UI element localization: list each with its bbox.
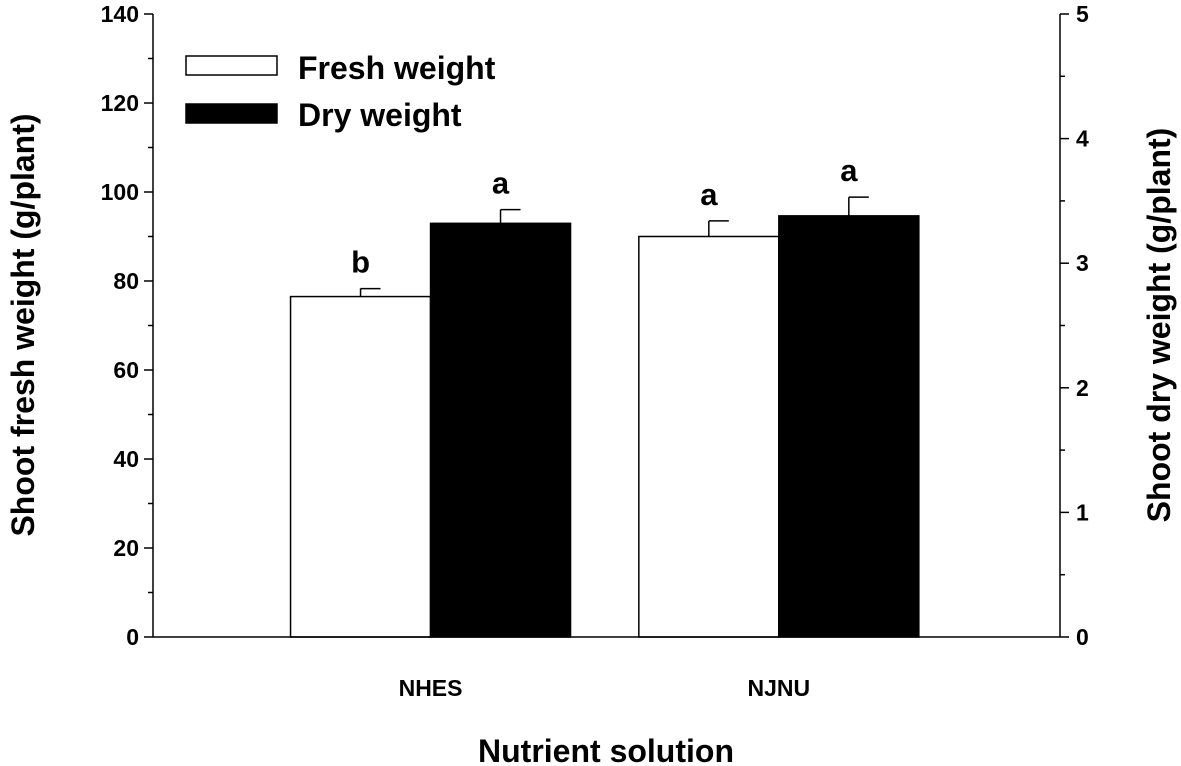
- y-axis-title-right: Shoot dry weight (g/plant): [1141, 128, 1177, 523]
- significance-letter: a: [492, 166, 510, 201]
- ticks-layer: 0 20 40 60 80 100 120 140 0 1 2 3 4 5: [101, 1, 1089, 650]
- y-tick-label-right: 1: [1076, 499, 1089, 525]
- significance-letter: b: [351, 245, 370, 280]
- legend-label-fresh-weight: Fresh weight: [298, 50, 496, 86]
- bar: [638, 235, 780, 638]
- y-tick-label-left: 0: [126, 624, 139, 650]
- bar: [289, 295, 432, 638]
- x-tick-label: NJNU: [748, 675, 811, 701]
- y-tick-label-left: 20: [113, 535, 139, 561]
- y-tick-label-right: 4: [1076, 126, 1089, 152]
- legend-swatch-dry-weight: [185, 103, 278, 124]
- y-tick-label-right: 3: [1076, 250, 1089, 276]
- bar: [778, 215, 920, 638]
- legend: Fresh weight Dry weight: [185, 50, 496, 133]
- y-tick-label-right: 5: [1076, 1, 1089, 27]
- axes-layer: [152, 14, 1061, 638]
- y-tick-label-right: 0: [1076, 624, 1089, 650]
- x-axis-title: Nutrient solution: [478, 733, 734, 766]
- y-tick-label-left: 80: [113, 268, 139, 294]
- significance-letter: a: [700, 177, 718, 212]
- x-tick-label: NHES: [399, 675, 463, 701]
- legend-label-dry-weight: Dry weight: [298, 97, 462, 133]
- y-tick-label-right: 2: [1076, 375, 1089, 401]
- y-tick-label-left: 60: [113, 357, 139, 383]
- y-tick-label-left: 120: [101, 90, 139, 116]
- significance-letter: a: [840, 153, 858, 188]
- bars-layer: [289, 215, 920, 638]
- legend-swatch-fresh-weight: [185, 55, 278, 76]
- y-tick-label-left: 140: [101, 1, 139, 27]
- labels-layer: NHES b a NJNU a a: [351, 153, 858, 701]
- y-tick-label-left: 100: [101, 179, 139, 205]
- y-tick-label-left: 40: [113, 446, 139, 472]
- bar: [429, 222, 572, 638]
- y-axis-title-left: Shoot fresh weight (g/plant): [5, 113, 41, 536]
- error-bars-layer: [359, 196, 869, 297]
